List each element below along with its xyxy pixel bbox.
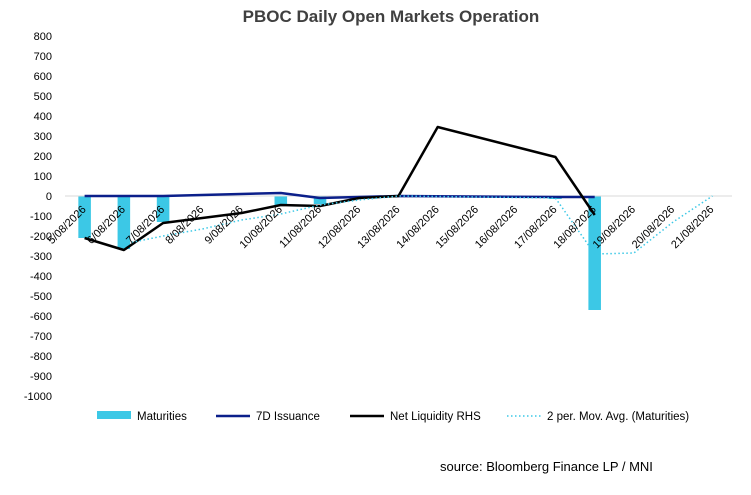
x-axis: 5/08/20266/08/20267/08/20268/08/20269/08…: [46, 204, 717, 251]
bar-maturities: [313, 196, 327, 204]
y-tick-label: 600: [34, 71, 52, 83]
y-tick-label: 700: [34, 51, 52, 63]
line-7d-issuance: [84, 191, 595, 200]
y-tick-label: -800: [30, 351, 52, 363]
legend-item: 7D Issuance: [216, 411, 320, 423]
y-tick-label: -700: [30, 331, 52, 343]
y-tick-label: -300: [30, 251, 52, 263]
y-tick-label: -1000: [24, 391, 52, 403]
x-tick-label: 21/08/2026: [669, 204, 716, 251]
y-tick-label: -100: [30, 211, 52, 223]
x-tick-label: 8/08/2026: [163, 204, 206, 247]
bar-maturities: [78, 196, 91, 238]
bar-maturities: [117, 196, 131, 249]
legend-item: 2 per. Mov. Avg. (Maturities): [507, 411, 689, 423]
y-tick-label: 300: [34, 131, 52, 143]
y-axis: 800 700 600 500 400 300 200 100 0 -100 -200 -300 -40…: [24, 31, 52, 403]
legend-swatch: [97, 411, 131, 419]
bar-maturities: [156, 196, 170, 222]
y-tick-label: 200: [34, 151, 52, 163]
source-note: source: Bloomberg Finance LP / MNI: [440, 459, 653, 474]
y-tick-label: -500: [30, 291, 52, 303]
y-tick-label: -600: [30, 311, 52, 323]
chart-title: PBOC Daily Open Markets Operation: [243, 7, 540, 26]
y-tick-label: 0: [46, 191, 52, 203]
bar-maturities: [274, 196, 288, 205]
x-tick-label: 10/08/2026: [237, 204, 284, 251]
bar-series: [78, 196, 601, 310]
legend-item: Maturities: [97, 411, 187, 423]
line-net-liquidity: [84, 125, 596, 252]
legend: Maturities 7D Issuance Net Liquidity RHS 2 …: [97, 411, 689, 423]
legend-label: Maturities: [137, 411, 187, 423]
legend-label: 2 per. Mov. Avg. (Maturities): [547, 411, 689, 423]
y-tick-label: 800: [34, 31, 52, 43]
line-series: [84, 125, 713, 255]
bar-maturities: [588, 196, 601, 310]
legend-label: Net Liquidity RHS: [390, 411, 481, 423]
y-tick-label: -400: [30, 271, 52, 283]
y-tick-label: 400: [34, 111, 52, 123]
y-tick-label: -900: [30, 371, 52, 383]
y-tick-label: -200: [30, 231, 52, 243]
legend-label: 7D Issuance: [256, 411, 320, 423]
y-tick-label: 100: [34, 171, 52, 183]
legend-item: Net Liquidity RHS: [350, 411, 481, 423]
y-tick-label: 500: [34, 91, 52, 103]
